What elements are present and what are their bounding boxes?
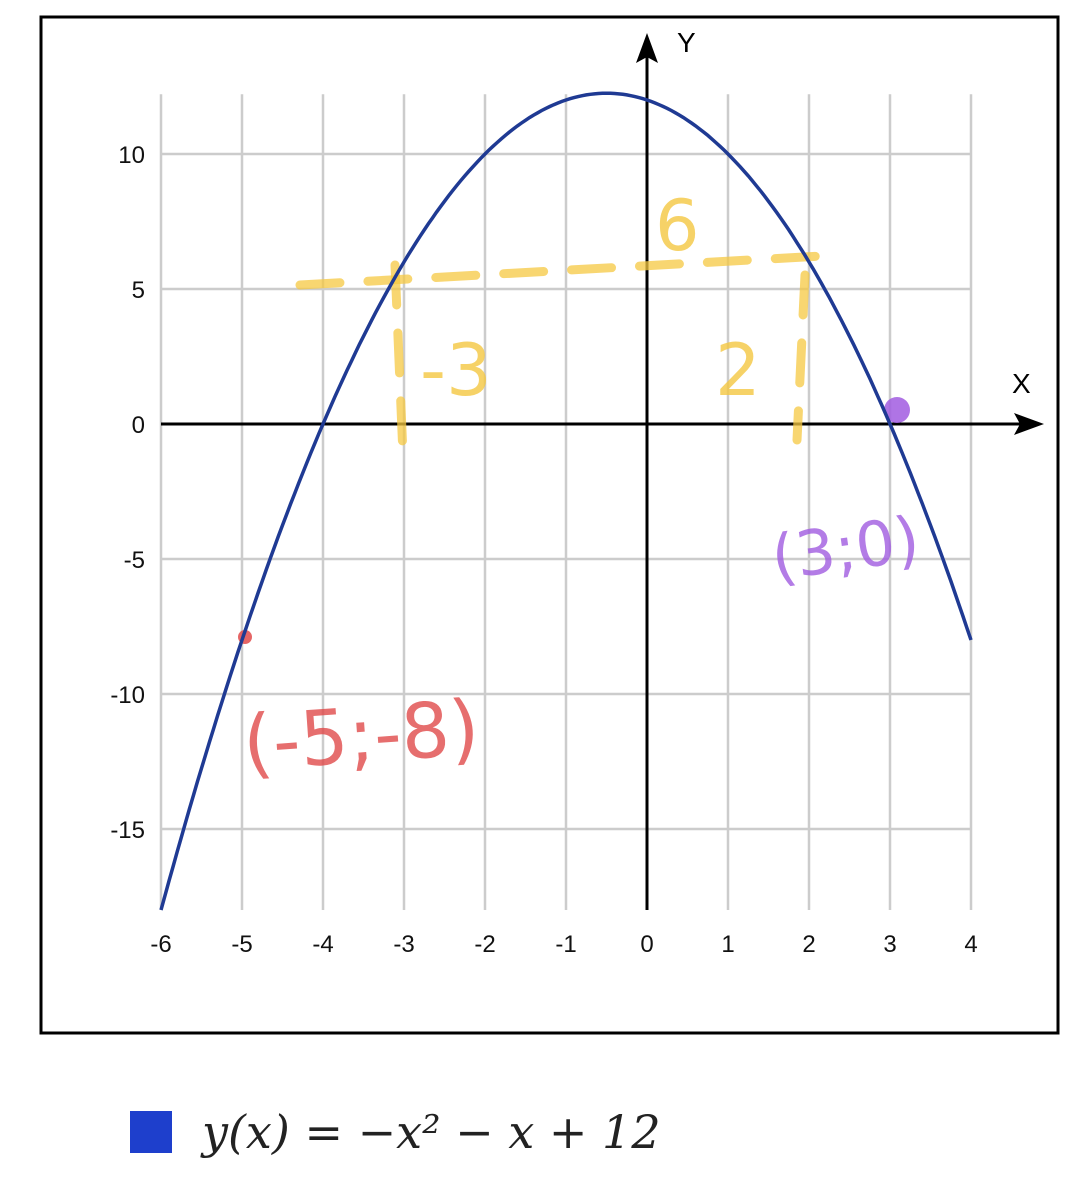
series-line <box>159 91 973 911</box>
annotation-point <box>884 397 910 423</box>
annotation-dashed-line <box>792 270 810 445</box>
annotation-text: -3 <box>420 328 492 412</box>
x-tick-label: 0 <box>640 931 653 958</box>
x-axis-arrow-icon <box>1014 413 1044 435</box>
annotation-text: 2 <box>715 328 761 412</box>
x-axis-label: X <box>1012 368 1031 399</box>
y-tick-label: 5 <box>132 277 145 304</box>
x-tick-label: -2 <box>474 931 495 958</box>
y-tick-label: -10 <box>110 682 145 709</box>
y-tick-label: 10 <box>118 142 145 169</box>
annotation-text: 6 <box>655 185 700 267</box>
x-tick-label: -1 <box>555 931 576 958</box>
x-tick-label: -3 <box>393 931 414 958</box>
x-tick-label: -5 <box>231 931 252 958</box>
y-axis-label: Y <box>677 27 696 58</box>
y-tick-label: -15 <box>110 817 145 844</box>
annotation-dashed-line <box>295 250 845 290</box>
legend: y(x) = −x² − x + 12 <box>130 1105 661 1159</box>
y-tick-label: 0 <box>132 412 145 439</box>
legend-label: y(x) = −x² − x + 12 <box>202 1105 661 1159</box>
x-tick-label: 3 <box>883 931 896 958</box>
x-tick-label: -4 <box>312 931 333 958</box>
annotation-text: (-5;-8) <box>240 683 482 788</box>
annotations: 6-3 2(3;0)(-5;-8) <box>238 185 924 788</box>
x-tick-label: 2 <box>802 931 815 958</box>
x-tick-label: 4 <box>964 931 977 958</box>
x-tick-label: -6 <box>150 931 171 958</box>
y-tick-label: -5 <box>124 547 145 574</box>
x-tick-label: 1 <box>721 931 734 958</box>
annotation-dashed-line <box>390 260 408 460</box>
y-axis-arrow-icon <box>636 33 658 63</box>
axes <box>161 33 1044 910</box>
chart-frame <box>39 15 1060 1035</box>
legend-swatch <box>130 1111 172 1153</box>
